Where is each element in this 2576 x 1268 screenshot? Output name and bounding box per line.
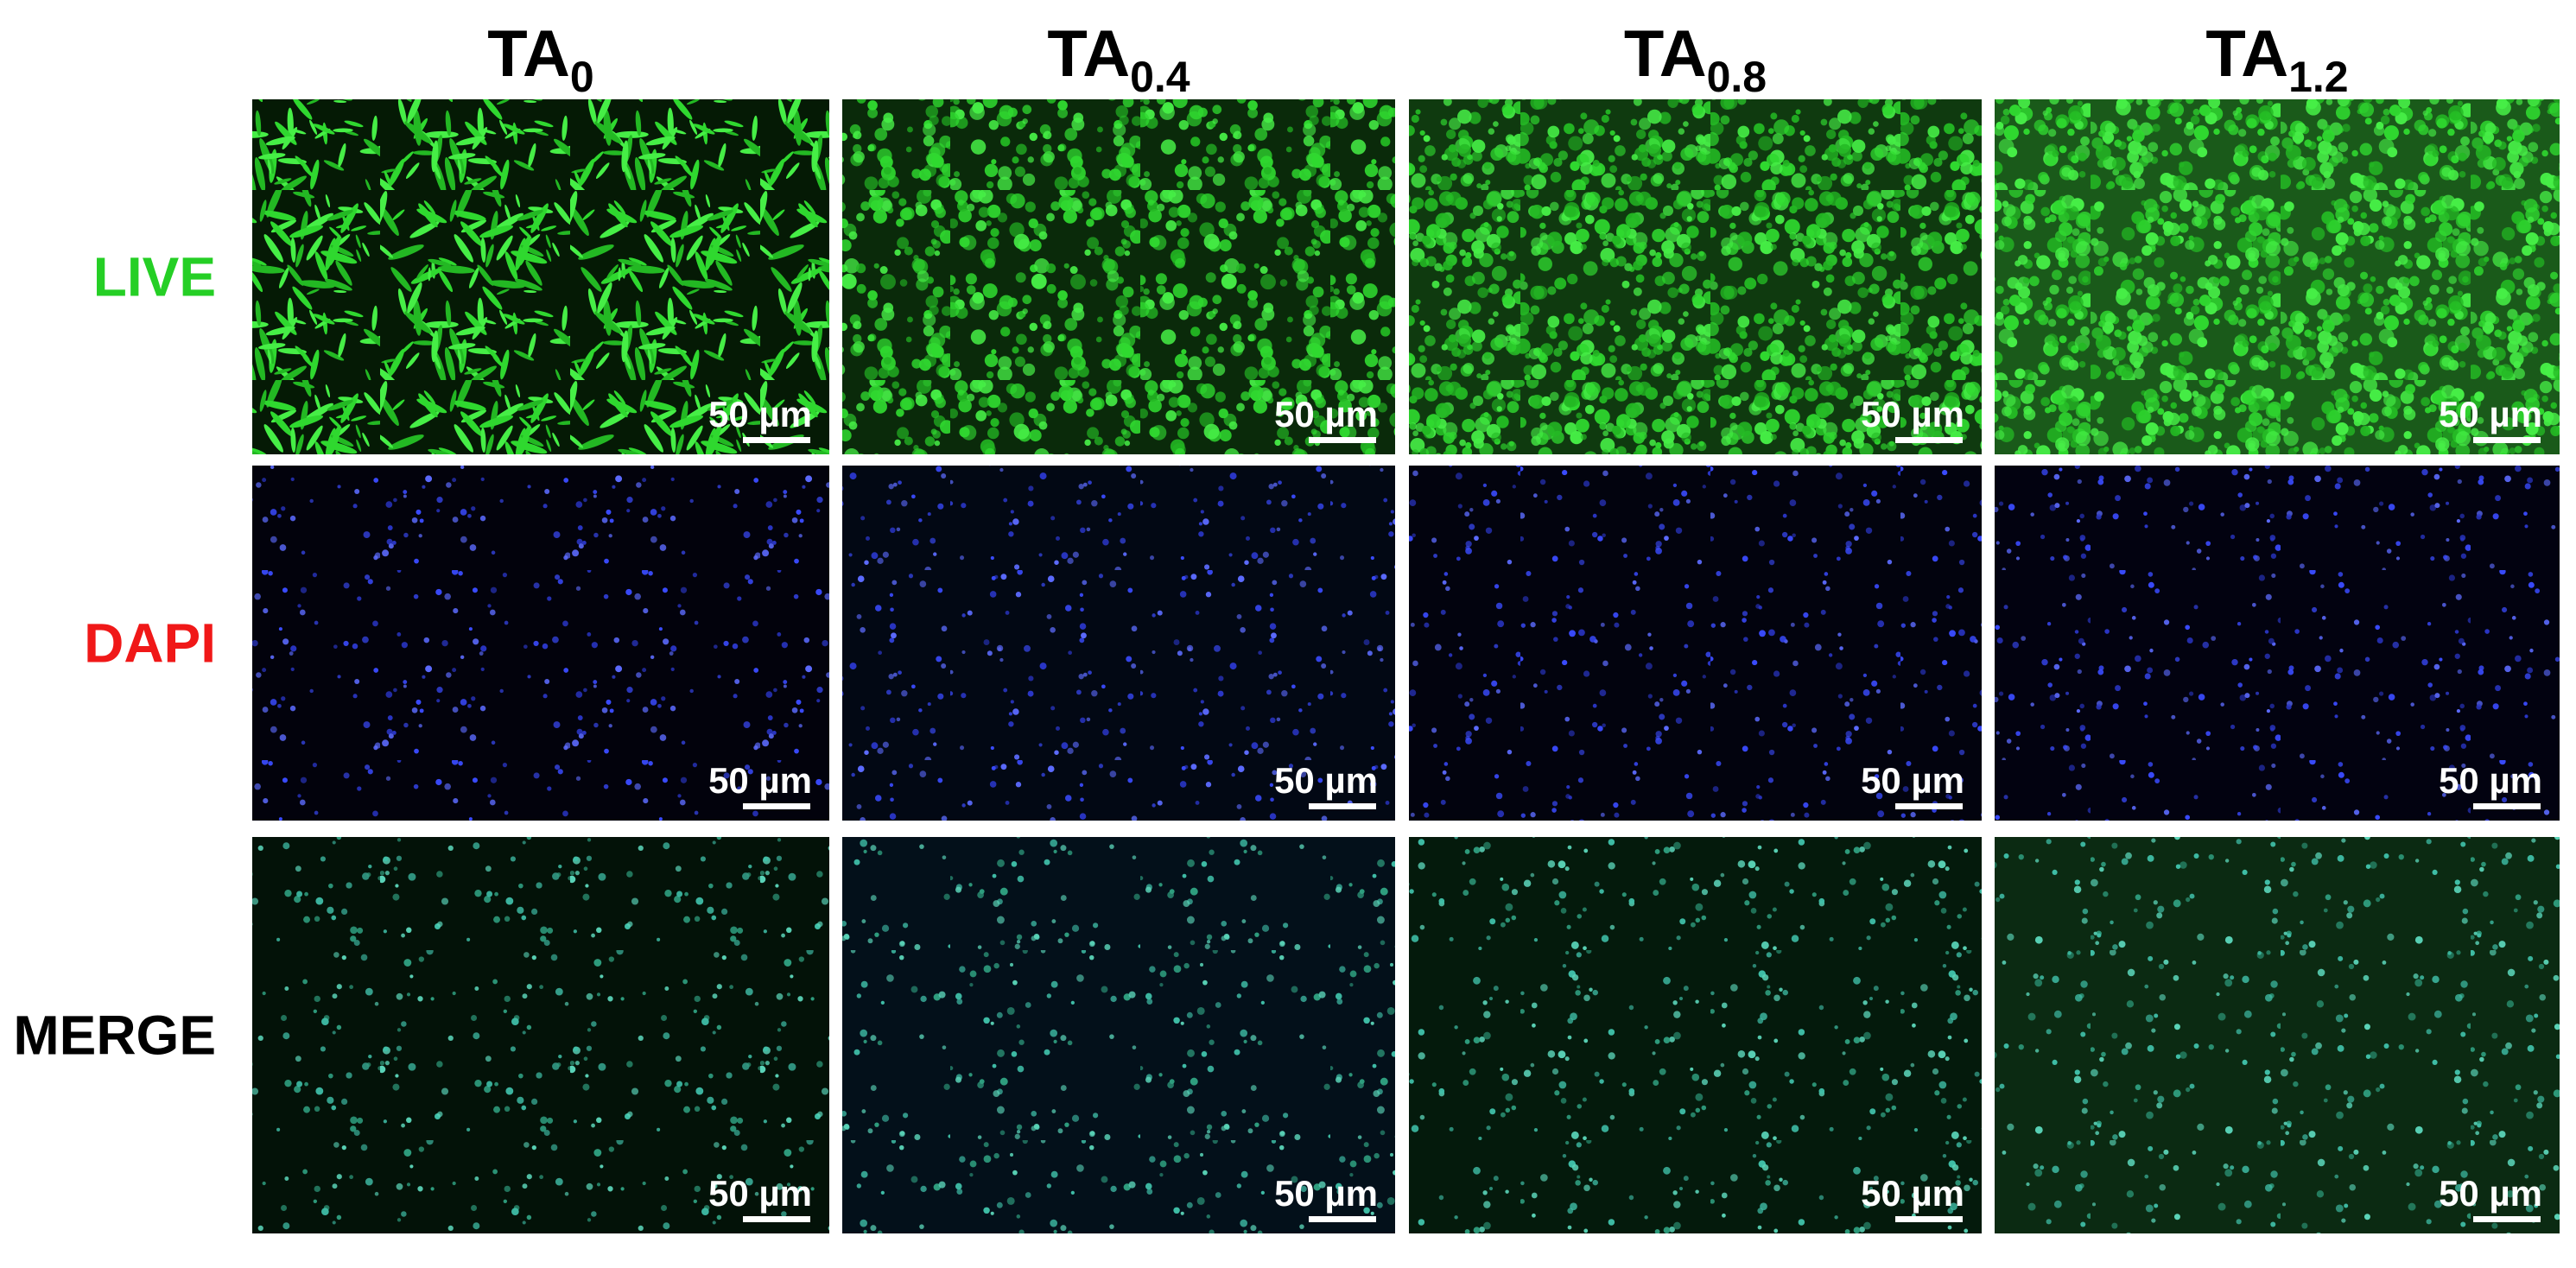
row-label: MERGE bbox=[13, 1005, 216, 1067]
scale-label: 50 µm bbox=[2439, 760, 2542, 801]
column-header: TA0.4 bbox=[1047, 17, 1190, 101]
micrograph bbox=[1995, 99, 2560, 454]
micrograph bbox=[252, 99, 829, 454]
scale-label: 50 µm bbox=[708, 1173, 812, 1214]
micrograph bbox=[842, 837, 1395, 1233]
micrograph bbox=[1995, 466, 2560, 821]
column-header-base: TA bbox=[1047, 17, 1130, 91]
scale-label: 50 µm bbox=[2439, 1173, 2542, 1214]
scale-bar bbox=[1895, 803, 1963, 809]
scale-bar bbox=[1895, 437, 1963, 443]
micrograph bbox=[1409, 837, 1982, 1233]
scale-bar bbox=[1895, 1216, 1963, 1222]
scale-label: 50 µm bbox=[708, 394, 812, 434]
column-header: TA0.8 bbox=[1624, 17, 1767, 101]
column-header-base: TA bbox=[487, 17, 570, 91]
scale-bar bbox=[2473, 803, 2541, 809]
scale-label: 50 µm bbox=[1274, 394, 1378, 434]
scale-bar bbox=[1309, 803, 1376, 809]
scale-bar bbox=[1309, 437, 1376, 443]
micrograph bbox=[252, 466, 829, 821]
column-header-sub: 0.4 bbox=[1130, 53, 1190, 101]
column-header-sub: 0.8 bbox=[1707, 53, 1767, 101]
micrograph bbox=[1995, 837, 2560, 1233]
scale-label: 50 µm bbox=[1274, 1173, 1378, 1214]
micrograph bbox=[252, 837, 829, 1233]
micrograph bbox=[842, 466, 1395, 821]
scale-label: 50 µm bbox=[1274, 760, 1378, 801]
scale-bar bbox=[2473, 1216, 2541, 1222]
column-header: TA1.2 bbox=[2205, 17, 2348, 101]
scale-label: 50 µm bbox=[708, 760, 812, 801]
column-header: TA0 bbox=[487, 17, 593, 101]
column-header-base: TA bbox=[2205, 17, 2288, 91]
micrograph bbox=[1409, 99, 1982, 454]
row-label: DAPI bbox=[84, 612, 216, 675]
scale-label: 50 µm bbox=[1861, 760, 1964, 801]
scale-label: 50 µm bbox=[2439, 394, 2542, 434]
scale-bar bbox=[2473, 437, 2541, 443]
scale-bar bbox=[743, 1216, 810, 1222]
column-header-sub: 0 bbox=[570, 53, 594, 101]
scale-bar bbox=[743, 803, 810, 809]
scale-label: 50 µm bbox=[1861, 394, 1964, 434]
micrograph bbox=[1409, 466, 1982, 821]
scale-bar bbox=[1309, 1216, 1376, 1222]
scale-label: 50 µm bbox=[1861, 1173, 1964, 1214]
micrograph bbox=[842, 99, 1395, 454]
scale-bar bbox=[743, 437, 810, 443]
row-label: LIVE bbox=[93, 246, 216, 308]
column-header-base: TA bbox=[1624, 17, 1707, 91]
column-header-sub: 1.2 bbox=[2288, 53, 2349, 101]
